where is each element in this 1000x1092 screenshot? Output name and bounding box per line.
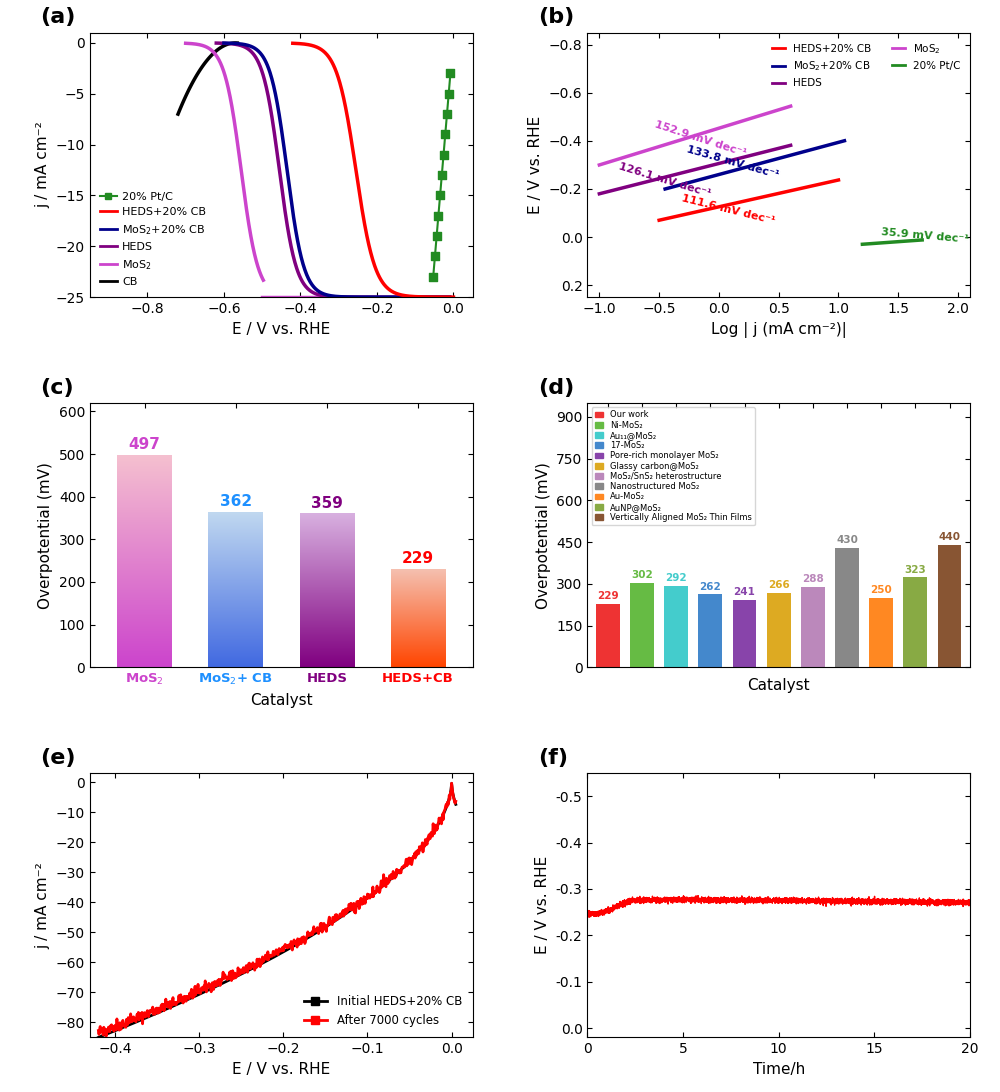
After 7000 cycles [100, 1030, 112, 1043]
Point [425, 268, 441, 285]
Text: 262: 262 [699, 582, 721, 592]
Y-axis label: j / mA cm⁻²: j / mA cm⁻² [35, 862, 50, 949]
Text: 302: 302 [631, 570, 653, 581]
X-axis label: Catalyst: Catalyst [250, 692, 313, 708]
Point [432, 187, 448, 204]
Y-axis label: Overpotential (mV): Overpotential (mV) [38, 462, 53, 608]
Text: 440: 440 [939, 532, 961, 542]
X-axis label: Catalyst: Catalyst [747, 678, 810, 692]
After 7000 cycles [156, 998, 168, 1011]
Bar [835, 547, 859, 667]
Text: (d): (d) [538, 378, 574, 397]
Bar [801, 587, 825, 667]
Initial HEDS+20% CB [254, 958, 266, 971]
Text: 288: 288 [802, 574, 824, 584]
After 7000 cycles [332, 911, 344, 924]
Text: 111.6 mV dec⁻¹: 111.6 mV dec⁻¹ [681, 193, 776, 226]
Text: (a): (a) [40, 8, 76, 27]
Bar [664, 586, 688, 667]
Legend: 20% Pt/C, HEDS+20% CB, MoS$_2$+20% CB, HEDS, MoS$_2$, CB: 20% Pt/C, HEDS+20% CB, MoS$_2$+20% CB, H… [96, 188, 211, 292]
After 7000 cycles [450, 795, 462, 808]
Text: 133.8 mV dec⁻¹: 133.8 mV dec⁻¹ [685, 144, 780, 180]
Text: 35.9 mV dec⁻¹: 35.9 mV dec⁻¹ [880, 227, 969, 245]
Text: 250: 250 [870, 585, 892, 595]
Legend: Initial HEDS+20% CB, After 7000 cycles: Initial HEDS+20% CB, After 7000 cycles [299, 990, 467, 1032]
Y-axis label: E / V vs. RHE: E / V vs. RHE [535, 856, 550, 954]
X-axis label: E / V vs. RHE: E / V vs. RHE [232, 321, 330, 336]
Y-axis label: j / mA cm⁻²: j / mA cm⁻² [35, 121, 50, 209]
Point [427, 248, 443, 265]
Text: (b): (b) [538, 8, 574, 27]
Text: 229: 229 [597, 591, 619, 601]
Text: 229: 229 [402, 551, 434, 567]
Point [439, 105, 455, 122]
After 7000 cycles [446, 776, 458, 790]
X-axis label: Time/h: Time/h [753, 1061, 805, 1077]
Text: 266: 266 [768, 581, 790, 591]
Point [437, 126, 453, 143]
Text: 323: 323 [904, 565, 926, 574]
Bar [903, 578, 927, 667]
Point [441, 85, 457, 103]
After 7000 cycles [255, 954, 267, 968]
Initial HEDS+20% CB [331, 913, 343, 926]
Point [442, 64, 458, 82]
Initial HEDS+20% CB [361, 891, 373, 904]
Text: (f): (f) [538, 748, 568, 768]
Y-axis label: E / V vs. RHE: E / V vs. RHE [528, 116, 543, 214]
Legend: HEDS+20% CB, MoS$_2$+20% CB, HEDS, MoS$_2$, 20% Pt/C: HEDS+20% CB, MoS$_2$+20% CB, HEDS, MoS$_… [768, 38, 965, 93]
Bar [698, 594, 722, 667]
Initial HEDS+20% CB [92, 1031, 104, 1044]
Text: 152.9 mV dec⁻¹: 152.9 mV dec⁻¹ [653, 119, 747, 158]
After 7000 cycles [185, 986, 197, 999]
Initial HEDS+20% CB [184, 992, 196, 1005]
Text: (c): (c) [40, 378, 74, 397]
Text: 241: 241 [734, 587, 755, 597]
Bar [938, 545, 961, 667]
After 7000 cycles [362, 891, 374, 904]
Point [434, 166, 450, 183]
X-axis label: E / V vs. RHE: E / V vs. RHE [232, 1061, 330, 1077]
Initial HEDS+20% CB [446, 776, 458, 790]
After 7000 cycles [304, 928, 316, 941]
Point [436, 146, 452, 164]
Line: After 7000 cycles: After 7000 cycles [98, 783, 456, 1036]
Text: 359: 359 [311, 496, 343, 511]
Text: 362: 362 [220, 495, 252, 510]
Text: (e): (e) [40, 748, 76, 768]
Bar [596, 604, 620, 667]
Initial HEDS+20% CB [156, 1005, 168, 1018]
After 7000 cycles [92, 1024, 104, 1037]
Y-axis label: Overpotential (mV): Overpotential (mV) [536, 462, 551, 608]
X-axis label: Log | j (mA cm⁻²)|: Log | j (mA cm⁻²)| [711, 321, 847, 337]
Text: 497: 497 [129, 437, 161, 452]
Bar [630, 583, 654, 667]
Initial HEDS+20% CB [303, 930, 315, 943]
Point [429, 227, 445, 245]
Line: Initial HEDS+20% CB: Initial HEDS+20% CB [98, 783, 456, 1037]
Bar [869, 597, 893, 667]
Initial HEDS+20% CB [450, 798, 462, 811]
Bar [733, 601, 756, 667]
Text: 292: 292 [665, 573, 687, 583]
Text: 430: 430 [836, 535, 858, 545]
Text: 126.1 mV dec⁻¹: 126.1 mV dec⁻¹ [617, 162, 712, 200]
Legend: Our work, Ni-MoS₂, Au₁₁@MoS₂, 17-MoS₂, Pore-rich monolayer MoS₂, Glassy carbon@M: Our work, Ni-MoS₂, Au₁₁@MoS₂, 17-MoS₂, P… [592, 407, 755, 525]
Point [430, 207, 446, 225]
Bar [767, 593, 791, 667]
